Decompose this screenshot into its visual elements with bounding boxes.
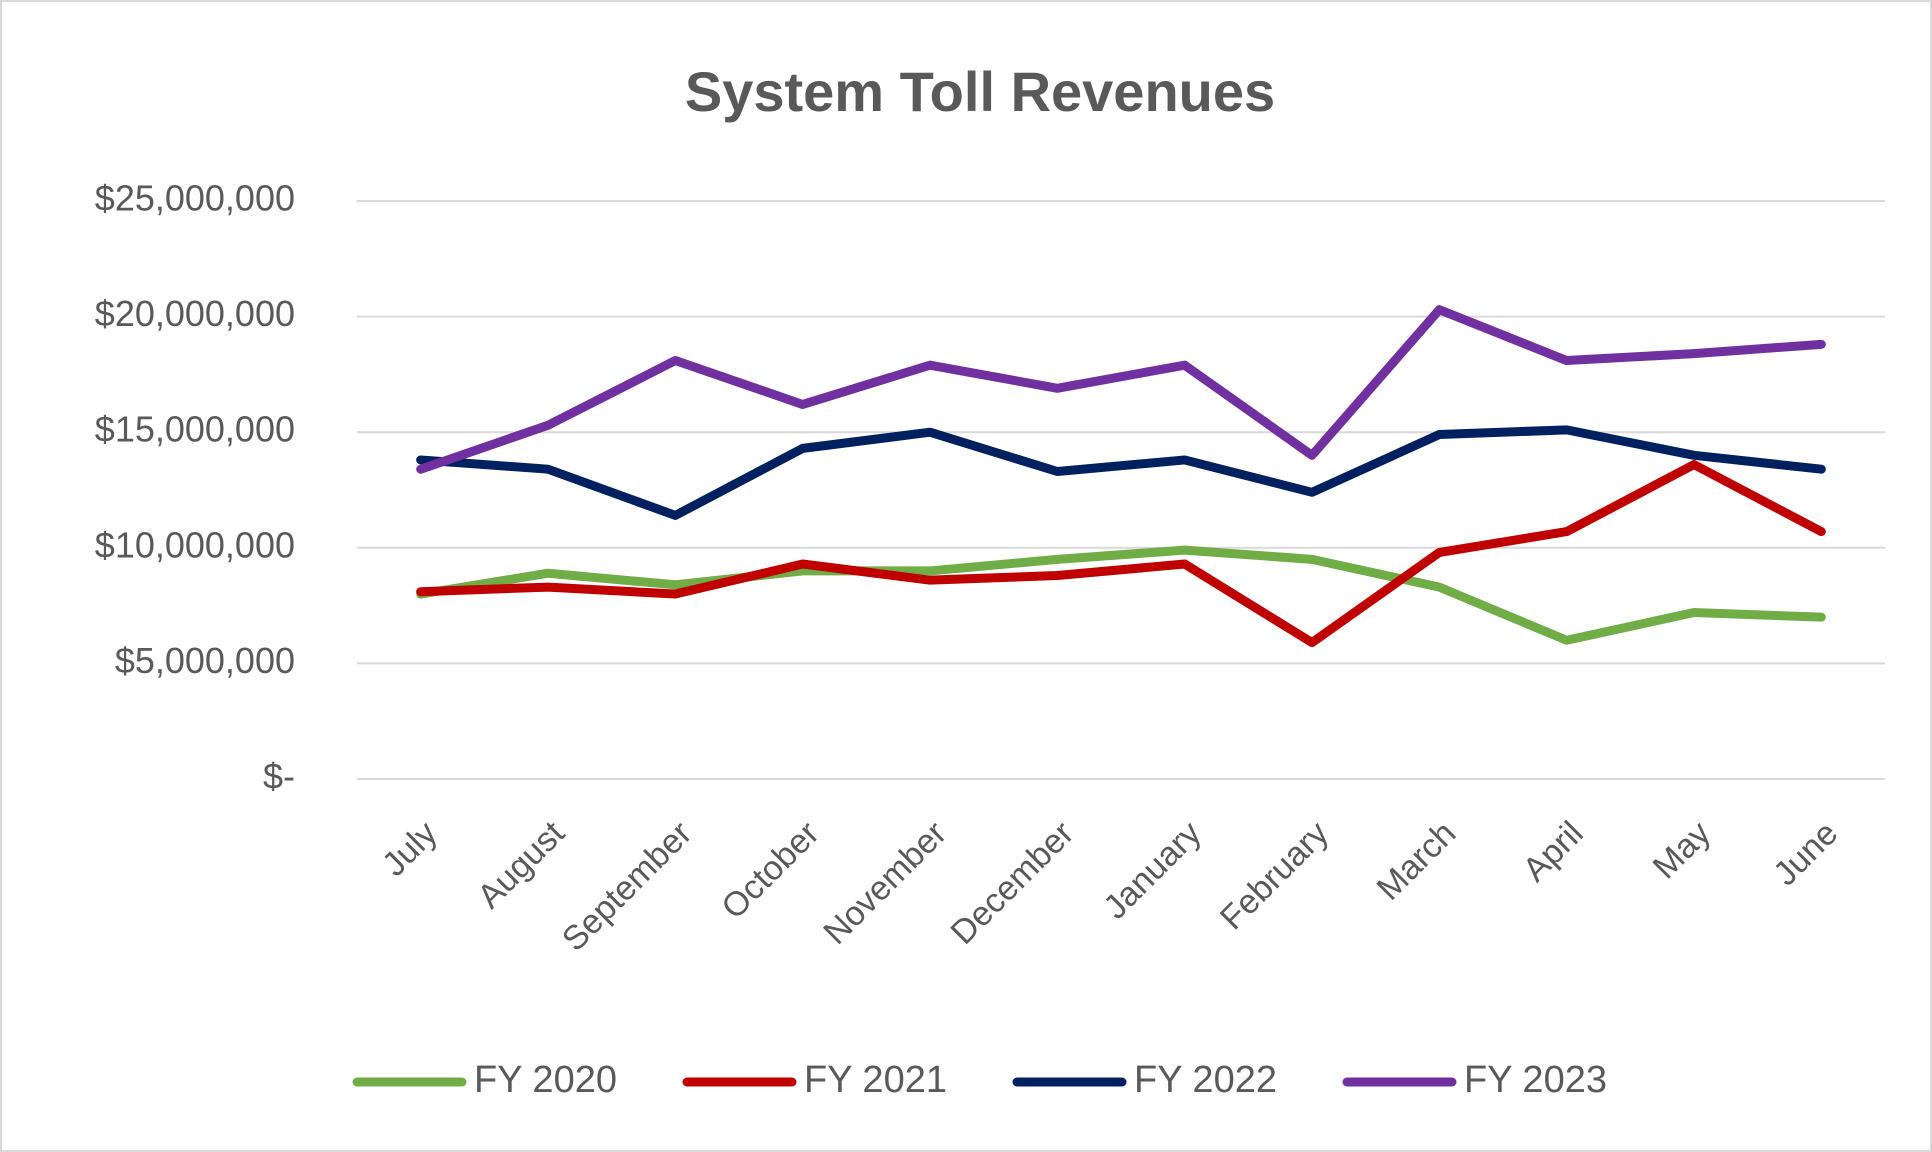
legend-label: FY 2023	[1464, 1059, 1607, 1101]
y-tick-label: $25,000,000	[95, 178, 295, 219]
y-tick-label: $-	[263, 756, 295, 797]
y-tick-label: $15,000,000	[95, 409, 295, 450]
y-tick-label: $10,000,000	[95, 524, 295, 565]
legend-label: FY 2022	[1134, 1059, 1277, 1101]
series-line	[416, 425, 1826, 520]
series-line	[416, 305, 1826, 474]
y-tick-label: $20,000,000	[95, 293, 295, 334]
legend-label: FY 2021	[804, 1059, 947, 1101]
legend-label: FY 2020	[474, 1059, 617, 1101]
series-line	[416, 460, 1826, 648]
series-line	[416, 545, 1826, 645]
y-tick-label: $5,000,000	[115, 640, 295, 681]
chart-title: System Toll Revenues	[685, 60, 1275, 123]
